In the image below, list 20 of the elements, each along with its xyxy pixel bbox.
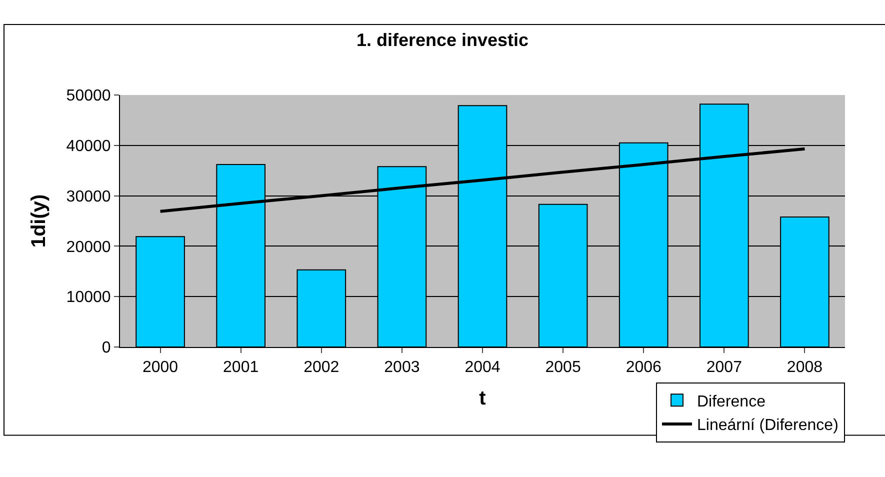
x-tick-label: 2007	[706, 359, 742, 376]
x-tick-label: 2006	[626, 359, 662, 376]
y-tick-label: 20000	[66, 238, 111, 256]
chart-title: 1. diference investic	[356, 30, 529, 50]
y-tick-label: 10000	[66, 289, 111, 306]
x-tick-label: 2002	[304, 359, 340, 376]
legend-label: Diference	[697, 393, 766, 410]
y-axis-title: 1di(y)	[28, 194, 50, 248]
y-tick-label: 40000	[66, 138, 111, 155]
x-axis-title: t	[479, 388, 486, 410]
y-tick-label: 0	[102, 340, 111, 357]
y-tick-label: 30000	[66, 188, 111, 206]
legend-label: Lineární (Diference)	[697, 417, 838, 434]
x-tick-label: 2005	[545, 359, 581, 376]
x-tick-label: 2000	[142, 359, 178, 376]
y-tick-label: 50000	[66, 88, 111, 105]
x-tick-label: 2008	[786, 359, 823, 376]
x-tick-label: 2003	[384, 359, 420, 376]
x-tick-label: 2004	[464, 359, 500, 376]
x-tick-label: 2001	[223, 359, 259, 376]
